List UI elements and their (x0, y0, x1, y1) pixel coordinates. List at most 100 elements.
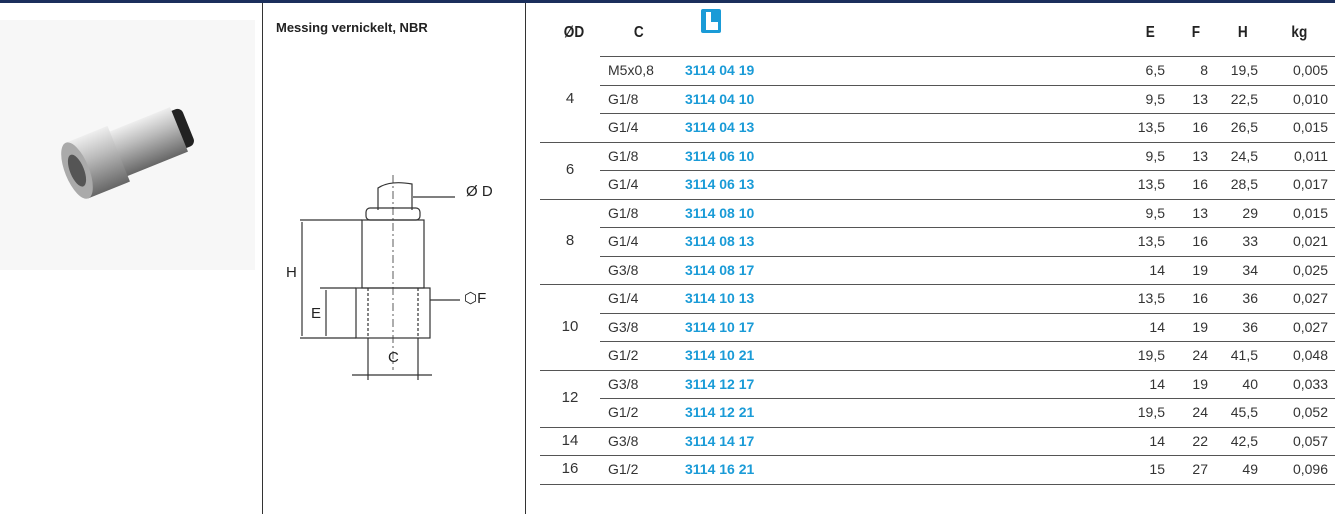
divider (525, 3, 526, 514)
cell-f: 13 (1192, 204, 1208, 221)
cell-c: G3/8 (608, 261, 639, 278)
cell-e: 19,5 (1137, 347, 1165, 363)
cell-kg: 0,096 (1292, 461, 1328, 477)
cell-c: G1/8 (608, 90, 639, 107)
article-code: 3114 10 17 (685, 318, 755, 335)
cell-h: 26,5 (1230, 119, 1258, 135)
row-rule (540, 483, 1335, 485)
cell-h: 19,5 (1230, 62, 1258, 78)
cell-od: 6 (565, 161, 575, 178)
label-f: ⬡F (464, 290, 487, 307)
article-code: 3114 10 21 (685, 347, 755, 363)
label-h: H (286, 264, 297, 281)
cell-od: 4 (565, 89, 575, 107)
article-code: 3114 04 19 (685, 62, 755, 78)
cell-h: 49 (1242, 461, 1258, 477)
cell-f: 22 (1192, 432, 1208, 449)
cell-c: G1/2 (608, 461, 639, 477)
cell-h: 29 (1242, 204, 1258, 221)
cell-f: 8 (1200, 62, 1208, 78)
cell-kg: 0,015 (1292, 204, 1328, 221)
cell-f: 13 (1192, 90, 1208, 107)
cell-f: 19 (1192, 261, 1208, 278)
cell-f: 13 (1192, 147, 1208, 164)
cell-c: G1/4 (608, 119, 639, 135)
row-rule (600, 255, 1335, 257)
header-f: F (1191, 24, 1201, 41)
article-code: 3114 06 10 (685, 147, 755, 164)
row-rule (540, 426, 1335, 428)
cell-h: 42,5 (1230, 432, 1258, 449)
cell-e: 14 (1149, 261, 1165, 278)
header-e: E (1145, 24, 1155, 41)
cell-kg: 0,027 (1292, 318, 1328, 335)
cell-c: G1/4 (608, 233, 639, 249)
label-od: Ø D (466, 183, 493, 200)
article-code: 3114 14 17 (685, 432, 755, 449)
cell-f: 27 (1192, 461, 1208, 477)
cell-kg: 0,048 (1292, 347, 1328, 363)
cell-h: 34 (1242, 261, 1258, 278)
cell-f: 24 (1192, 404, 1208, 420)
top-rule (0, 0, 1335, 3)
row-rule (540, 198, 1335, 200)
cell-kg: 0,010 (1292, 90, 1328, 107)
row-rule (540, 455, 1335, 456)
cell-kg: 0,027 (1292, 290, 1328, 306)
row-rule (600, 113, 1335, 114)
row-rule (540, 369, 1335, 371)
article-code: 3114 04 10 (685, 90, 755, 107)
cell-e: 14 (1149, 375, 1165, 392)
dimension-drawing (300, 175, 460, 380)
cell-od: 10 (561, 317, 579, 335)
cell-h: 24,5 (1230, 147, 1258, 164)
brand-logo (701, 9, 721, 33)
row-rule (540, 284, 1335, 285)
cell-f: 16 (1192, 176, 1208, 192)
cell-e: 6,5 (1145, 62, 1165, 78)
article-code: 3114 08 17 (685, 261, 755, 278)
article-code: 3114 04 13 (685, 119, 755, 135)
cell-f: 19 (1192, 318, 1208, 335)
cell-f: 16 (1192, 119, 1208, 135)
cell-kg: 0,011 (1294, 147, 1328, 164)
cell-c: G1/4 (608, 290, 639, 306)
cell-e: 19,5 (1137, 404, 1165, 420)
row-rule (600, 170, 1335, 171)
row-rule (600, 398, 1335, 399)
cell-c: G1/2 (608, 404, 639, 420)
cell-e: 13,5 (1137, 176, 1165, 192)
row-rule (600, 227, 1335, 228)
header-h: H (1237, 24, 1248, 41)
cell-e: 15 (1149, 461, 1165, 477)
cell-kg: 0,005 (1292, 62, 1328, 78)
product-image (0, 20, 255, 270)
header-od: ØD (563, 24, 585, 41)
cell-f: 19 (1192, 375, 1208, 392)
cell-c: G3/8 (608, 375, 639, 392)
cell-e: 9,5 (1145, 147, 1165, 164)
cell-c: M5x0,8 (608, 62, 654, 78)
header-c: C (633, 24, 644, 41)
cell-e: 9,5 (1145, 204, 1165, 221)
article-code: 3114 12 21 (685, 404, 755, 420)
cell-e: 13,5 (1137, 119, 1165, 135)
cell-c: G3/8 (608, 318, 639, 335)
cell-kg: 0,033 (1292, 375, 1328, 392)
cell-e: 13,5 (1137, 290, 1165, 306)
cell-c: G1/2 (608, 347, 639, 363)
cell-kg: 0,021 (1292, 233, 1328, 249)
cell-kg: 0,052 (1292, 404, 1328, 420)
cell-od: 14 (561, 431, 579, 449)
material: Messing vernickelt, NBR (276, 20, 428, 35)
cell-h: 40 (1242, 375, 1258, 392)
cell-f: 16 (1192, 233, 1208, 249)
cell-h: 36 (1242, 290, 1258, 306)
article-code: 3114 12 17 (685, 375, 755, 392)
row-rule (540, 141, 1335, 143)
cell-c: G1/8 (608, 147, 639, 164)
cell-kg: 0,057 (1292, 432, 1328, 449)
divider (262, 3, 263, 514)
cell-h: 41,5 (1230, 347, 1258, 363)
